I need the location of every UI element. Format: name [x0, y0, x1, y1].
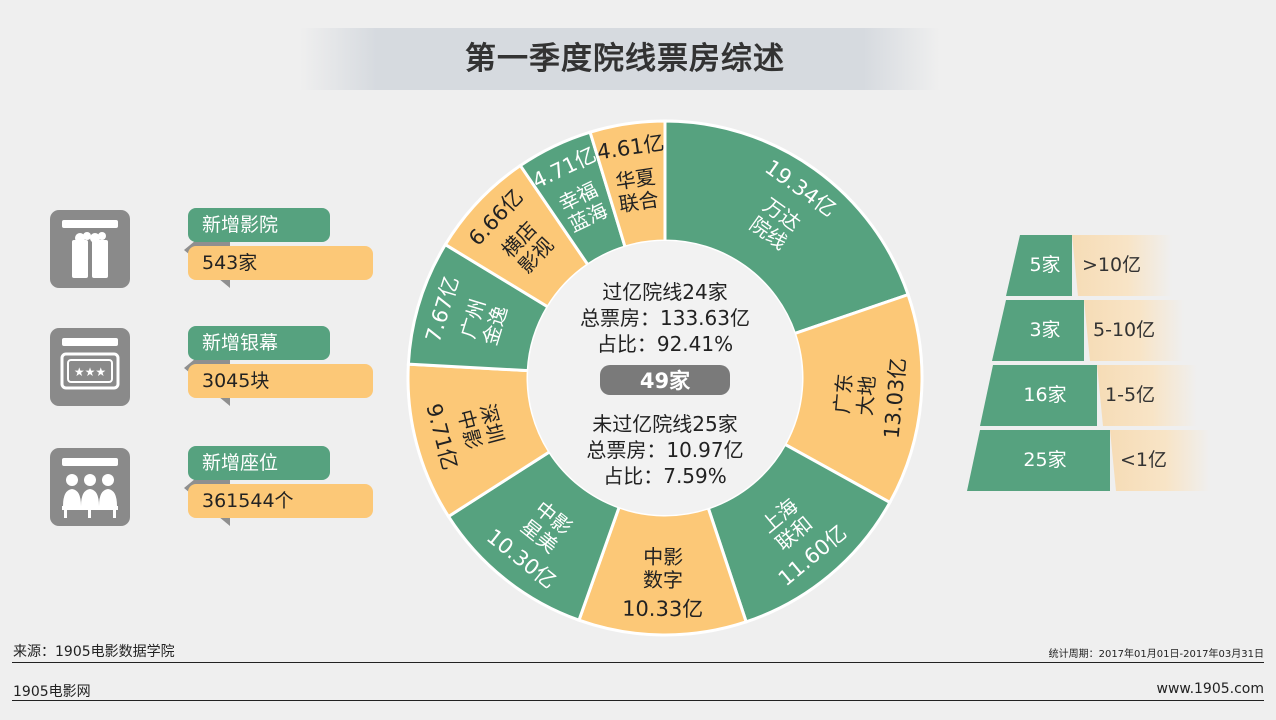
slice-name-label: 华夏联合 [614, 164, 660, 216]
tier-count: 16家 [1023, 384, 1067, 406]
tier-pyramid: 5家 >10亿 3家 5-10亿 16家 1-5亿 25家 <1亿 [960, 230, 1230, 500]
period-note: 统计周期：2017年01月01日-2017年03月31日 [1048, 649, 1264, 660]
tier-range: <1亿 [1120, 449, 1168, 471]
stat-label: 新增影院 [188, 208, 330, 242]
stat-value: 361544个 [188, 484, 373, 518]
cinema-building-icon [50, 210, 130, 288]
footer-divider [12, 700, 1264, 701]
slice-name-label: 中影数字 [643, 545, 683, 592]
pyramid-row: 25家 <1亿 [960, 430, 1230, 491]
pyramid-row: 5家 >10亿 [960, 235, 1230, 296]
over-share: 占比：92.41% [597, 332, 733, 356]
source-note: 来源：1905电影数据学院 [13, 644, 175, 660]
tier-count: 5家 [1029, 254, 1061, 276]
tier-range: 1-5亿 [1105, 384, 1156, 406]
audience-seats-icon [50, 448, 130, 526]
svg-text:★★★: ★★★ [74, 365, 106, 379]
under-box: 总票房：10.97亿 [586, 438, 743, 462]
stat-new-screens: ★★★ 新增银幕 3045块 [50, 326, 380, 408]
pyramid-row: 16家 1-5亿 [960, 365, 1230, 426]
footer-divider [12, 662, 1264, 663]
tier-count: 25家 [1023, 449, 1067, 471]
stat-new-seats: 新增座位 361544个 [50, 446, 380, 528]
total-badge [600, 365, 730, 395]
page-title: 第一季度院线票房综述 [465, 41, 785, 77]
pyramid-row: 3家 5-10亿 [960, 300, 1230, 361]
total-count: 49家 [640, 369, 691, 393]
over-title: 过亿院线24家 [602, 280, 727, 304]
cinema-chain-donut-chart: 19.34亿万达院线13.03亿广东大地11.60亿上海联和10.33亿中影数字… [406, 119, 924, 637]
stat-value: 543家 [188, 246, 373, 280]
tier-range: >10亿 [1082, 254, 1142, 276]
brand-name: 1905电影网 [13, 684, 91, 700]
tier-count: 3家 [1029, 319, 1061, 341]
tier-range: 5-10亿 [1093, 319, 1156, 341]
stat-value: 3045块 [188, 364, 373, 398]
stat-label: 新增座位 [188, 446, 330, 480]
title-band [300, 28, 940, 90]
under-share: 占比：7.59% [603, 464, 727, 488]
slice-value-label: 10.33亿 [622, 597, 703, 622]
slice-name-label: 广东大地 [830, 373, 880, 417]
stat-new-cinemas: 新增影院 543家 [50, 208, 380, 290]
under-title: 未过亿院线25家 [592, 412, 737, 436]
site-url: www.1905.com [1156, 681, 1265, 697]
over-box: 总票房：133.63亿 [580, 306, 750, 330]
stat-label: 新增银幕 [188, 326, 330, 360]
screen-ticket-icon: ★★★ [50, 328, 130, 406]
